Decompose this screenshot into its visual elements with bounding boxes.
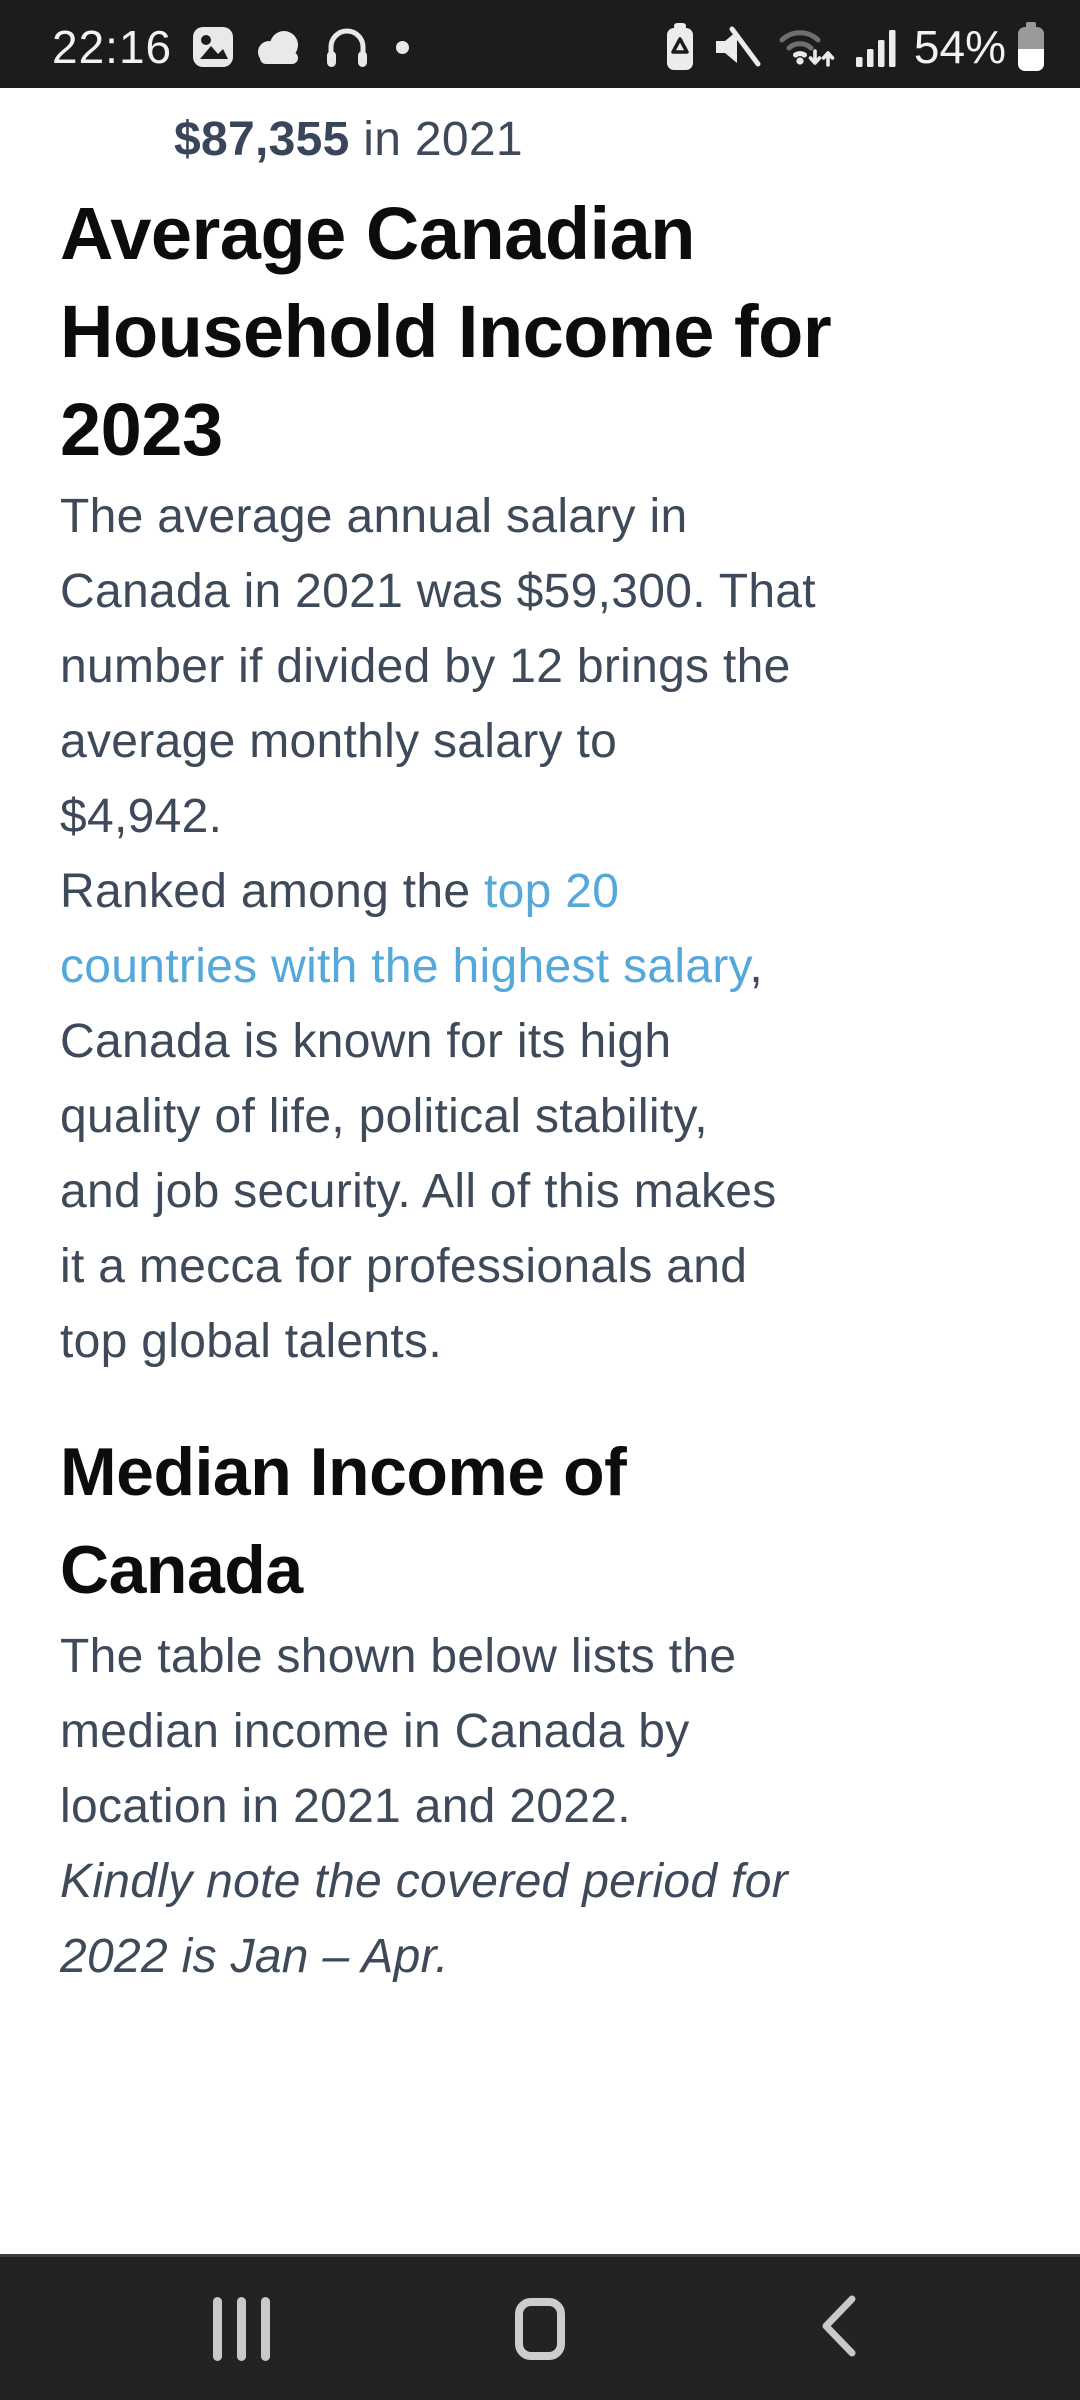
headphones-icon <box>324 25 370 69</box>
home-icon <box>515 2297 565 2360</box>
paragraph-ranked-after: , Canada is known for its high quality o… <box>60 940 777 1368</box>
home-button[interactable] <box>391 2297 690 2360</box>
heading-median-income: Median Income of Canada <box>60 1434 627 1608</box>
android-navigation-bar <box>0 2254 1080 2400</box>
note-covered-period: Kindly note the covered period for 2022 … <box>60 1855 788 1983</box>
cloud-icon <box>254 29 304 65</box>
intro-rest: in 2021 <box>349 113 523 166</box>
intro-amount: $87,355 <box>174 113 350 166</box>
intro-line: $87,355 in 2021 <box>60 102 1020 177</box>
article-content: $87,355 in 2021 Average Canadian Househo… <box>0 88 1080 2254</box>
recents-button[interactable] <box>92 2296 391 2361</box>
battery-icon <box>1016 22 1046 72</box>
status-bar-right: 54% <box>664 20 1046 74</box>
paragraph-ranked: Ranked among the top 20 countries with t… <box>60 854 1020 1379</box>
back-button[interactable] <box>689 2293 988 2364</box>
back-icon <box>816 2293 862 2364</box>
paragraph-ranked-before: Ranked among the <box>60 865 485 918</box>
battery-percent-text: 54% <box>913 21 1006 73</box>
paragraph-average-salary: The average annual salary in Canada in 2… <box>60 490 816 843</box>
notification-dot <box>396 40 410 54</box>
battery-saver-icon <box>664 23 696 71</box>
heading-average-income: Average Canadian Household Income for 20… <box>60 192 832 471</box>
clock-text: 22:16 <box>52 21 173 73</box>
status-bar-left: 22:16 <box>52 20 410 74</box>
top-20-countries-link[interactable]: top 20 countries with the highest salary <box>60 865 750 993</box>
recents-icon <box>212 2296 270 2361</box>
paragraph-table-intro: The table shown below lists the median i… <box>60 1630 737 1833</box>
gallery-icon <box>192 26 234 68</box>
signal-icon <box>854 26 898 68</box>
mute-icon <box>712 24 762 70</box>
status-bar: 22:16 <box>0 0 1080 88</box>
wifi-data-icon <box>778 23 838 71</box>
